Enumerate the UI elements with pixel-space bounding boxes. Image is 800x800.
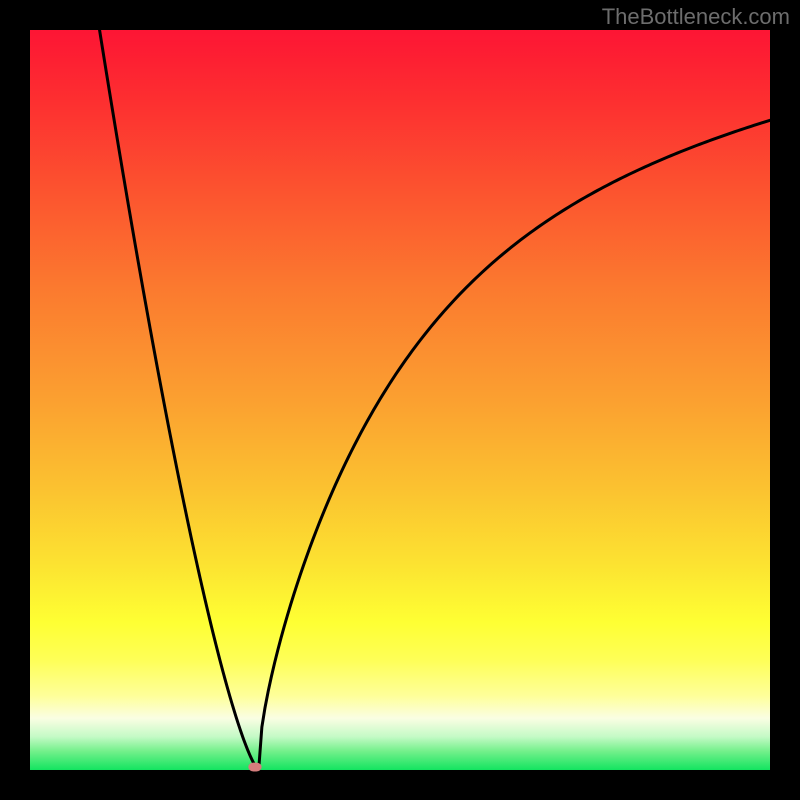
plot-background (30, 30, 770, 770)
chart-container: TheBottleneck.com (0, 0, 800, 800)
minimum-marker (248, 763, 261, 772)
watermark-text: TheBottleneck.com (602, 4, 790, 30)
chart-svg (0, 0, 800, 800)
